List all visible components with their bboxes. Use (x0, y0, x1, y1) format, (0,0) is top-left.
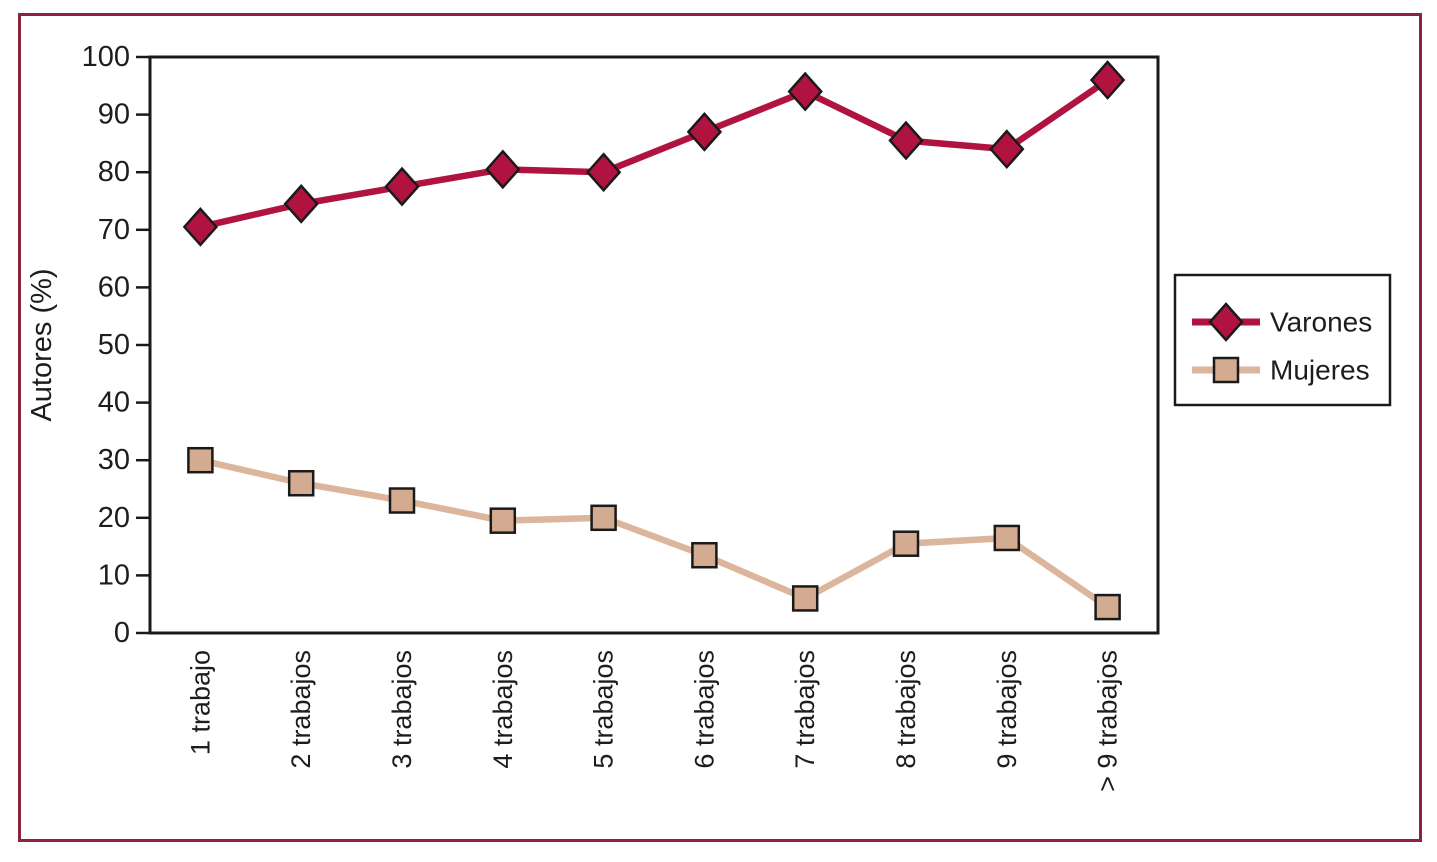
data-point-mujeres (287, 469, 315, 497)
data-point-varones (989, 129, 1025, 170)
data-point-varones (1089, 60, 1126, 100)
data-point-mujeres (1212, 356, 1240, 384)
data-point-mujeres (187, 446, 214, 474)
y-tick-label: 50 (98, 329, 130, 361)
y-tick-label: 10 (98, 559, 130, 591)
data-point-mujeres (993, 524, 1021, 552)
data-point-varones (384, 166, 420, 207)
x-tick-label: 9 trabajos (992, 650, 1022, 769)
legend-label-varones: Varones (1270, 307, 1372, 338)
x-tick-label: 3 trabajos (387, 650, 417, 769)
data-point-varones (787, 71, 823, 112)
data-point-mujeres (590, 504, 617, 532)
data-point-varones (1208, 302, 1244, 342)
data-point-mujeres (489, 507, 517, 534)
x-tick-label: 1 trabajo (185, 650, 215, 755)
data-series (182, 60, 1126, 621)
x-tick-label: 7 trabajos (790, 650, 820, 769)
y-tick-label: 80 (98, 156, 130, 188)
x-tick-label: > 9 trabajos (1093, 650, 1123, 792)
legend: Varones Mujeres (1173, 273, 1392, 407)
data-point-varones (283, 183, 319, 224)
data-point-mujeres (691, 541, 718, 569)
data-point-varones (888, 120, 924, 161)
x-tick-label: 4 trabajos (488, 650, 518, 769)
legend-box (1173, 273, 1392, 407)
x-tick-label: 6 trabajos (689, 650, 719, 769)
y-tick-label: 90 (98, 99, 130, 131)
legend-label-mujeres: Mujeres (1270, 355, 1370, 386)
x-tick-label: 5 trabajos (589, 650, 619, 769)
data-point-varones (182, 207, 219, 247)
axes: 0 10 20 30 40 50 60 70 80 90 100 1 trabajo 2 trabajo… (82, 41, 1160, 792)
data-point-mujeres (1094, 593, 1121, 621)
data-point-mujeres (388, 487, 416, 514)
y-tick-label: 60 (98, 271, 130, 303)
x-tick-label: 2 trabajos (286, 650, 316, 769)
series-line-varones (199, 77, 1110, 231)
y-tick-label: 0 (114, 617, 130, 649)
data-point-mujeres (791, 585, 819, 612)
y-tick-label: 40 (98, 387, 130, 419)
figure-border (18, 13, 1422, 842)
data-point-varones (585, 152, 622, 193)
data-point-mujeres (892, 530, 920, 557)
data-point-varones (485, 149, 521, 190)
data-point-varones (686, 111, 723, 152)
y-tick-label: 30 (98, 444, 130, 476)
y-tick-label: 20 (98, 502, 130, 534)
y-axis-title: Autores (%) (26, 268, 58, 421)
x-tick-label: 8 trabajos (891, 650, 921, 769)
series-line-mujeres (199, 457, 1110, 610)
legend-markers (1192, 302, 1260, 384)
y-tick-label: 70 (98, 214, 130, 246)
y-tick-label: 100 (82, 41, 130, 73)
